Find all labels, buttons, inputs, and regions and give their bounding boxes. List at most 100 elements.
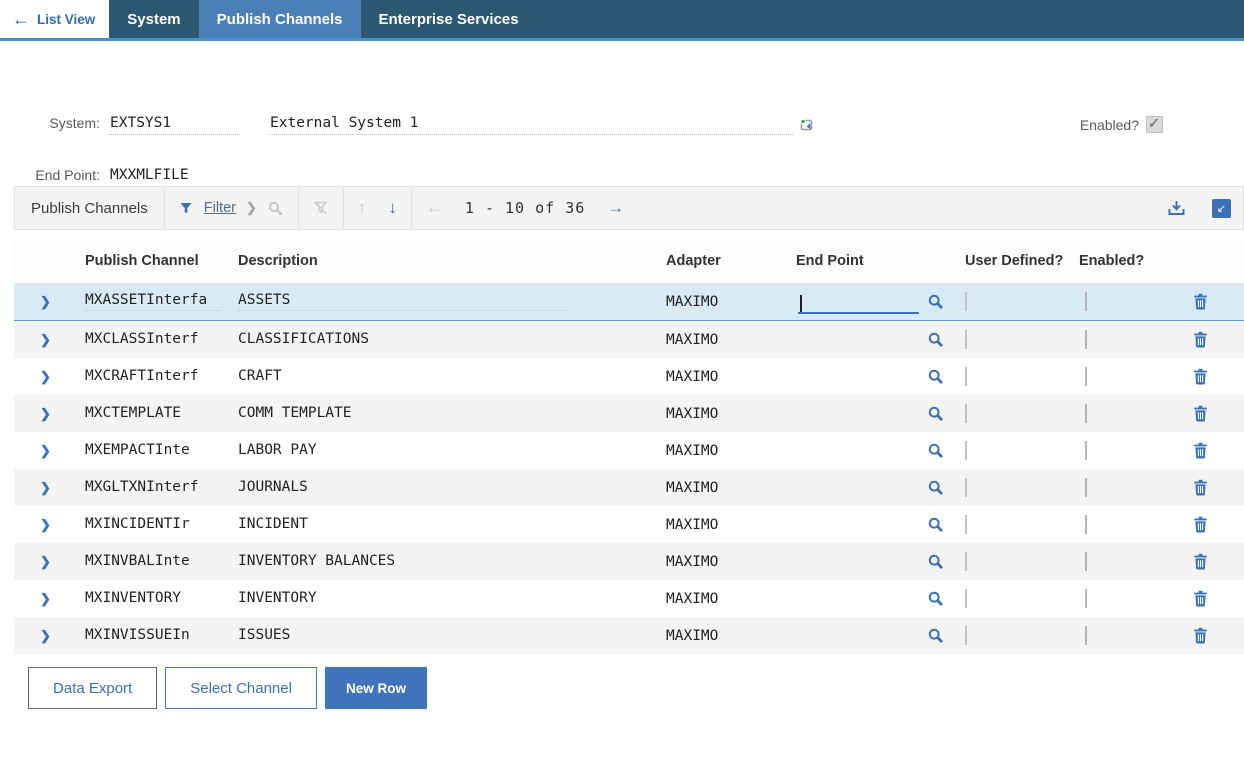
row-enabled-checkbox[interactable] [1085,329,1087,349]
table-row[interactable]: ❯ MXEMPACTInte LABOR PAY MAXIMO [14,432,1244,469]
row-user-defined-checkbox[interactable] [965,551,967,571]
header-adapter[interactable]: Adapter [666,253,721,269]
magnifier-icon[interactable] [267,200,284,217]
row-delete-icon[interactable] [1183,590,1244,607]
arrow-up-icon[interactable]: ↑ [357,198,367,217]
row-enabled-checkbox[interactable] [1085,291,1087,311]
row-delete-icon[interactable] [1183,331,1244,348]
row-delete-icon[interactable] [1183,405,1244,422]
row-user-defined-checkbox[interactable] [965,366,967,386]
row-enabled-checkbox[interactable] [1085,588,1087,608]
row-delete-icon[interactable] [1183,516,1244,533]
table-row[interactable]: ❯ MXINVISSUEIn ISSUES MAXIMO [14,617,1244,654]
row-description: CLASSIFICATIONS [238,330,369,347]
system-value-field[interactable]: EXTSYS1 [108,115,240,135]
row-user-defined-checkbox[interactable] [965,403,967,423]
row-enabled-checkbox[interactable] [1085,551,1087,571]
row-delete-icon[interactable] [1183,442,1244,459]
table-title: Publish Channels [31,199,148,217]
row-user-defined-checkbox[interactable] [965,477,967,497]
table-row[interactable]: ❯ MXCLASSInterf CLASSIFICATIONS MAXIMO [14,321,1244,358]
row-enabled-checkbox[interactable] [1085,625,1087,645]
row-endpoint-magnifier-icon[interactable] [919,293,961,311]
back-to-list-view[interactable]: ← List View [0,0,110,38]
row-user-defined-checkbox[interactable] [965,291,967,311]
row-expand-chevron-icon[interactable]: ❯ [40,331,51,347]
row-user-defined-checkbox[interactable] [965,440,967,460]
row-delete-icon[interactable] [1183,479,1244,496]
row-delete-icon[interactable] [1183,553,1244,570]
select-channel-button[interactable]: Select Channel [165,667,317,709]
row-endpoint-magnifier-icon[interactable] [919,368,961,386]
table-row[interactable]: ❯ MXINVENTORY INVENTORY MAXIMO [14,580,1244,617]
tab-publish-channels[interactable]: Publish Channels [198,0,361,38]
system-enabled-checkbox[interactable] [1146,115,1163,133]
row-expand-chevron-icon[interactable]: ❯ [40,442,51,458]
long-description-icon[interactable] [799,117,815,133]
row-endpoint-magnifier-icon[interactable] [919,405,961,423]
row-delete-icon[interactable] [1183,293,1244,310]
table-row[interactable]: ❯ MXCRAFTInterf CRAFT MAXIMO [14,358,1244,395]
funnel-icon[interactable] [179,201,194,216]
row-user-defined-checkbox[interactable] [965,329,967,349]
row-expand-chevron-icon[interactable]: ❯ [40,553,51,569]
row-endpoint-input[interactable] [798,290,919,314]
arrow-right-icon[interactable]: → [607,198,625,217]
collapse-table-icon[interactable]: ↙ [1212,198,1231,218]
tab-enterprise-services[interactable]: Enterprise Services [378,10,519,28]
row-enabled-checkbox[interactable] [1085,514,1087,534]
system-description-field[interactable]: External System 1 [268,115,793,135]
table-row[interactable]: ❯ MXINCIDENTIr INCIDENT MAXIMO [14,506,1244,543]
row-user-defined-checkbox[interactable] [965,625,967,645]
row-expand-chevron-icon[interactable]: ❯ [40,479,51,495]
endpoint-value-field[interactable]: MXXMLFILE [108,167,240,187]
row-enabled-checkbox[interactable] [1085,440,1087,460]
row-description: INVENTORY BALANCES [238,552,396,569]
arrow-left-icon[interactable]: ← [425,198,443,217]
filter-link[interactable]: Filter [203,200,236,216]
row-description: CRAFT [238,367,282,384]
row-delete-icon[interactable] [1183,368,1244,385]
row-expand-chevron-icon[interactable]: ❯ [40,368,51,384]
row-publish-channel: MXCTEMPLATE [85,404,182,421]
row-expand-chevron-icon[interactable]: ❯ [40,293,51,309]
table-row[interactable]: ❯ MXASSETInterfa ASSETS MAXIMO [14,283,1244,321]
row-endpoint-magnifier-icon[interactable] [919,479,961,497]
row-expand-chevron-icon[interactable]: ❯ [40,516,51,532]
header-end-point[interactable]: End Point [796,253,864,269]
row-endpoint-magnifier-icon[interactable] [919,627,961,645]
header-publish-channel[interactable]: Publish Channel [85,253,199,269]
row-publish-channel: MXINVISSUEIn [85,626,190,643]
row-adapter: MAXIMO [666,590,719,607]
new-row-button[interactable]: New Row [324,667,427,709]
header-description[interactable]: Description [238,253,318,269]
chevron-right-icon[interactable]: ❯ [245,200,257,215]
row-endpoint-magnifier-icon[interactable] [919,590,961,608]
table-row[interactable]: ❯ MXINVBALInte INVENTORY BALANCES MAXIMO [14,543,1244,580]
row-endpoint-magnifier-icon[interactable] [919,331,961,349]
row-user-defined-checkbox[interactable] [965,588,967,608]
arrow-down-icon[interactable]: ↓ [388,198,397,217]
table-row[interactable]: ❯ MXCTEMPLATE COMM TEMPLATE MAXIMO [14,395,1244,432]
row-endpoint-magnifier-icon[interactable] [919,553,961,571]
tab-system[interactable]: System [127,10,181,28]
table-row[interactable]: ❯ MXGLTXNInterf JOURNALS MAXIMO [14,469,1244,506]
header-enabled[interactable]: Enabled? [1079,253,1145,269]
row-adapter: MAXIMO [666,479,719,496]
header-user-defined[interactable]: User Defined? [965,253,1064,269]
row-user-defined-checkbox[interactable] [965,514,967,534]
row-delete-icon[interactable] [1183,627,1244,644]
row-expand-chevron-icon[interactable]: ❯ [40,627,51,643]
data-export-button[interactable]: Data Export [28,667,158,709]
row-enabled-checkbox[interactable] [1085,403,1087,423]
row-enabled-checkbox[interactable] [1085,477,1087,497]
row-enabled-checkbox[interactable] [1085,366,1087,386]
row-expand-chevron-icon[interactable]: ❯ [40,590,51,606]
row-publish-channel: MXASSETInterfa [85,292,221,311]
row-expand-chevron-icon[interactable]: ❯ [40,405,51,421]
row-endpoint-magnifier-icon[interactable] [919,516,961,534]
row-endpoint-magnifier-icon[interactable] [919,442,961,460]
download-tray-icon[interactable] [1167,199,1186,217]
funnel-slash-icon[interactable] [313,200,329,216]
row-publish-channel: MXCLASSInterf [85,330,199,347]
